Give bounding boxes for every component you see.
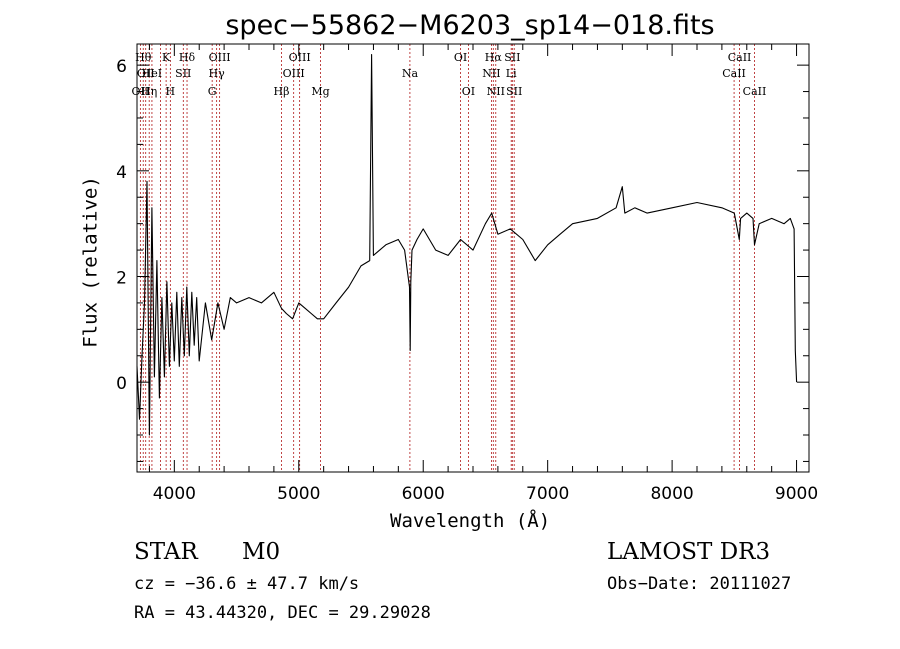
x-axis-label: Wavelength (Å) xyxy=(390,510,551,532)
series-layer xyxy=(136,54,798,436)
spectral-line-label: OIII xyxy=(283,67,305,80)
spectral-line-label: SII xyxy=(175,67,191,80)
spectral-line-label: Hη xyxy=(141,85,157,98)
y-tick-label: 4 xyxy=(116,163,127,183)
plot-frame xyxy=(136,43,810,473)
spectral-line-label: OII xyxy=(137,67,155,80)
spectral-line-label: Hγ xyxy=(209,67,226,80)
x-tick-label: 9000 xyxy=(775,484,818,504)
spectral-line-label: OIII xyxy=(209,51,231,64)
spectral-line-label: Hβ xyxy=(274,85,290,98)
coordinates: RA = 43.44320, DEC = 29.29028 xyxy=(134,603,431,623)
spectral-line-label: Na xyxy=(402,67,419,80)
y-tick-label: 2 xyxy=(116,268,127,288)
x-tick-label: 5000 xyxy=(277,484,320,504)
spectral-line-label: Li xyxy=(506,67,517,80)
spectral-line-label: Hθ xyxy=(135,51,152,64)
spectral-line-label: CaII xyxy=(722,67,746,80)
chart-title: spec−55862−M6203_sp14−018.fits xyxy=(225,10,715,41)
x-tick-label: 7000 xyxy=(526,484,569,504)
spectral-line-label: OI xyxy=(462,85,475,98)
spectral-line-label: K xyxy=(162,51,171,64)
spectral-line-label: OIII xyxy=(289,51,311,64)
spectral-line-label: CaII xyxy=(743,85,767,98)
x-tick-label: 8000 xyxy=(650,484,693,504)
y-tick-label: 0 xyxy=(116,374,127,394)
y-axis-label: Flux (relative) xyxy=(79,176,102,348)
spectral-line-label: CaII xyxy=(728,51,752,64)
object-subclass: M0 xyxy=(242,539,281,565)
spectral-line-label: NII xyxy=(487,85,505,98)
survey-name: LAMOST DR3 xyxy=(607,539,771,565)
observation-date: Obs−Date: 20111027 xyxy=(607,574,792,594)
spectral-line-label: NII xyxy=(482,67,500,80)
redshift-value: cz = −36.6 ± 47.7 km/s xyxy=(134,574,360,594)
y-tick-label: 6 xyxy=(116,57,127,77)
x-tick-label: 6000 xyxy=(402,484,445,504)
axes: 4000 5000 6000 7000 8000 9000 0 2 4 6 xyxy=(116,43,818,504)
spectral-line-label: H xyxy=(166,85,176,98)
object-class: STAR xyxy=(134,539,198,565)
spectral-line-label: OI xyxy=(454,51,467,64)
spectral-line-label: SII xyxy=(506,85,522,98)
spectral-line-label: Mg xyxy=(311,85,329,98)
spectral-line-label: HeI xyxy=(142,67,162,80)
spectral-line-label: SII xyxy=(504,51,520,64)
spectral-line-label: Hα xyxy=(485,51,503,64)
line-markers xyxy=(139,44,755,472)
flux-series-line xyxy=(136,54,798,436)
spectral-line-label: Hδ xyxy=(179,51,196,64)
x-tick-label: 4000 xyxy=(153,484,196,504)
line-labels: OIIHθOIIHηHeIKHSIIHδGHγOIIIHβOIIIOIIIMgN… xyxy=(132,51,767,98)
spectral-line-label: G xyxy=(208,85,217,98)
